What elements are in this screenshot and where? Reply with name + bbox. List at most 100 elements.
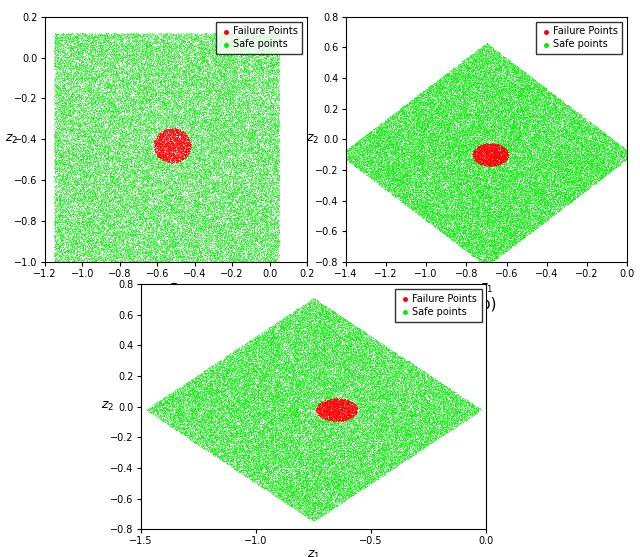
Safe points [273,390,284,399]
Safe points [371,382,381,391]
Safe points [216,188,227,197]
Safe points [398,142,408,151]
Failure Points [322,412,332,421]
Safe points [225,227,236,236]
Safe points [278,410,288,419]
Safe points [52,84,62,93]
Safe points [271,257,282,266]
Safe points [378,358,388,367]
Safe points [67,251,77,260]
Safe points [475,248,485,257]
Failure Points [183,140,193,149]
Safe points [253,245,264,254]
Safe points [312,330,322,339]
Safe points [297,365,307,374]
Safe points [244,222,254,231]
Safe points [423,428,433,437]
Failure Points [321,410,332,419]
Safe points [189,192,200,201]
Safe points [547,90,557,99]
Safe points [287,411,297,419]
Safe points [166,399,176,408]
Failure Points [337,406,347,415]
Safe points [332,389,342,398]
Safe points [100,208,110,217]
Safe points [460,141,470,150]
Safe points [57,41,67,50]
Safe points [451,77,461,86]
Failure Points [493,141,503,150]
Safe points [457,58,467,67]
Safe points [348,155,358,164]
Safe points [558,108,568,116]
Safe points [239,56,249,65]
Safe points [504,207,515,216]
Safe points [419,396,429,405]
Safe points [438,155,449,164]
Safe points [416,105,426,114]
Safe points [392,366,402,375]
Safe points [403,453,413,462]
Safe points [406,446,417,455]
Safe points [492,201,502,210]
Safe points [310,371,321,380]
Safe points [360,157,370,165]
Safe points [67,104,77,113]
Safe points [225,434,236,443]
Safe points [476,135,486,144]
Safe points [431,385,441,394]
Safe points [325,431,335,439]
Safe points [243,363,253,372]
Safe points [144,60,154,69]
Safe points [410,170,420,179]
Safe points [63,109,74,118]
Safe points [182,176,192,185]
Safe points [141,236,152,245]
Safe points [523,100,533,109]
Safe points [285,491,296,500]
Failure Points [320,405,330,414]
Safe points [111,105,122,114]
Safe points [271,334,282,343]
Safe points [113,220,124,229]
Safe points [70,237,81,246]
Safe points [310,515,321,524]
Safe points [373,364,383,373]
Safe points [355,381,365,390]
Safe points [456,203,467,212]
Failure Points [182,140,193,149]
Safe points [291,392,301,401]
Safe points [547,180,557,189]
Safe points [506,153,516,162]
Safe points [207,235,218,244]
Safe points [218,61,228,70]
Safe points [209,76,219,85]
Safe points [521,114,531,123]
Safe points [531,222,541,231]
Safe points [255,344,265,353]
Safe points [227,87,237,96]
Safe points [79,129,89,138]
Safe points [492,224,502,233]
Safe points [205,44,216,53]
Failure Points [500,148,511,157]
Safe points [92,139,102,148]
Safe points [515,169,525,178]
Safe points [181,405,191,414]
Safe points [444,75,454,84]
Safe points [481,41,491,50]
Safe points [300,339,310,348]
Safe points [495,221,505,230]
Safe points [187,180,197,189]
Safe points [273,243,283,252]
Safe points [481,252,491,261]
Safe points [415,89,426,98]
Safe points [58,170,68,179]
Safe points [329,446,339,455]
Safe points [132,185,142,194]
Safe points [540,202,550,211]
Safe points [451,394,461,403]
Safe points [464,221,474,229]
Safe points [524,85,534,94]
Safe points [497,175,507,184]
